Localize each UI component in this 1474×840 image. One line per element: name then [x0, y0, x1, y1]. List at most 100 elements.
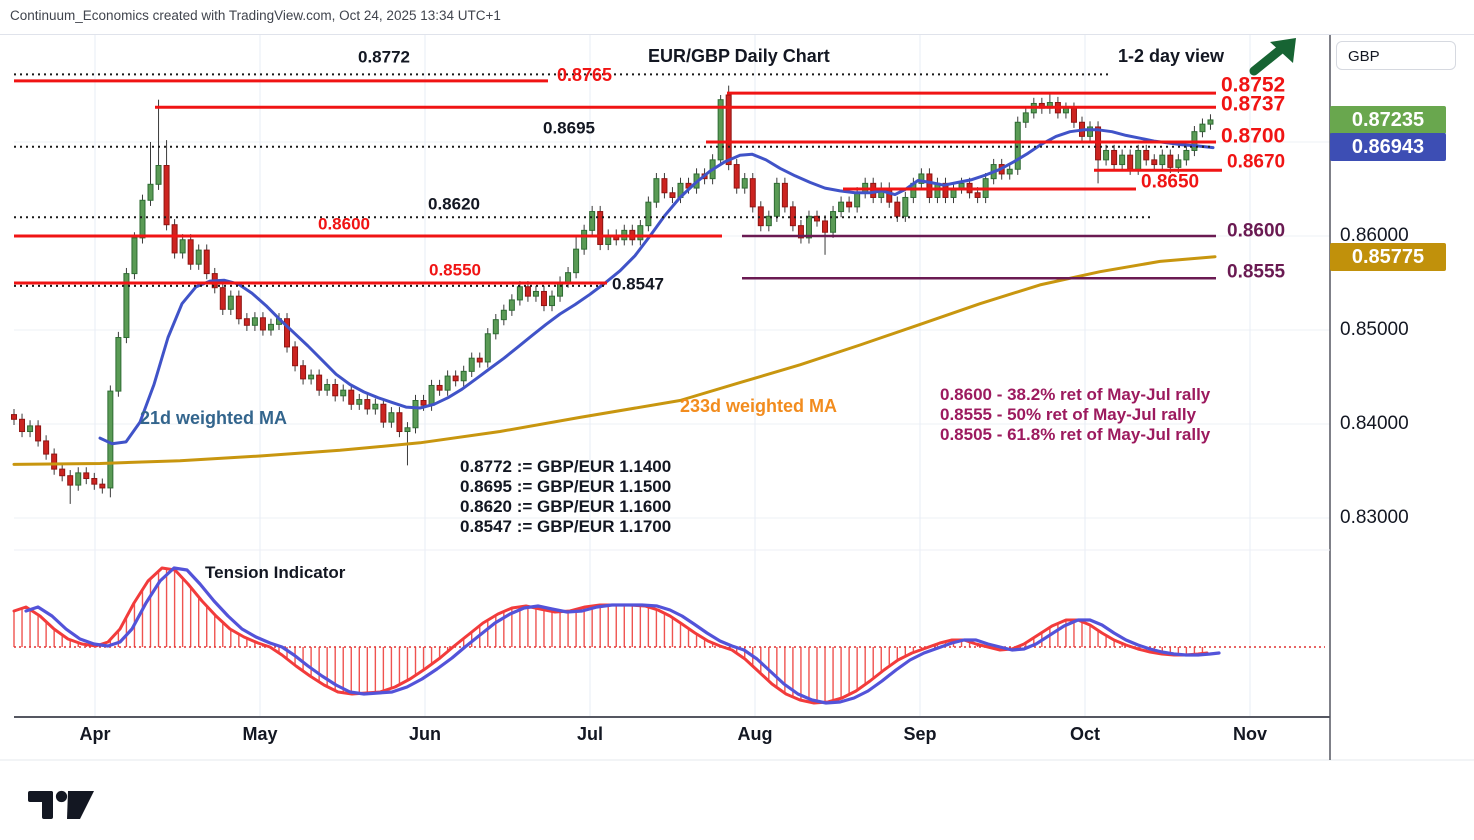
price-tick: 0.85000 — [1340, 319, 1409, 340]
candle-body — [372, 403, 379, 410]
candle-body — [51, 453, 58, 470]
candle-body — [669, 192, 676, 198]
level-label-0.8765: 0.8765 — [557, 65, 613, 85]
level-label-0.8650: 0.8650 — [1141, 171, 1200, 193]
level-label-0.8752: 0.8752 — [1221, 73, 1286, 97]
retracement-notes: 0.8600 - 38.2% ret of May-Jul rally 0.85… — [940, 385, 1210, 445]
candle-body — [147, 183, 154, 201]
candle-body — [773, 182, 780, 217]
candle-body — [380, 403, 387, 423]
candle-body — [364, 399, 371, 410]
candle-body — [1199, 123, 1206, 133]
month-label-Nov: Nov — [1232, 724, 1268, 744]
price-tick: 0.84000 — [1340, 413, 1409, 434]
candle-body — [918, 173, 925, 184]
candle-body — [19, 418, 26, 433]
level-label-0.8670: 0.8670 — [1227, 151, 1286, 173]
candle-body — [725, 94, 732, 166]
level-label-0.8700: 0.8700 — [1221, 124, 1286, 148]
candle-body — [1127, 154, 1134, 170]
tension-indicator-title: Tension Indicator — [205, 563, 346, 582]
month-label-Jul: Jul — [576, 724, 604, 744]
candle-body — [452, 375, 459, 382]
candle-body — [155, 165, 162, 185]
candle-body — [1103, 149, 1110, 161]
candle-body — [814, 215, 820, 222]
candle-body — [830, 211, 837, 233]
candle-body — [637, 225, 644, 241]
candle-body — [203, 249, 210, 275]
candle-body — [1022, 112, 1029, 123]
candle-body — [749, 178, 756, 208]
candle-body — [484, 333, 491, 363]
candle-body — [139, 199, 146, 239]
candle-body — [27, 425, 34, 433]
candle-body — [797, 225, 804, 239]
ma233-price-badge: 0.85775 — [1330, 243, 1446, 272]
candle-body — [324, 384, 331, 391]
level-label-0.8620: 0.8620 — [428, 194, 480, 214]
candle-body — [35, 425, 42, 442]
month-label-Jun: Jun — [408, 724, 442, 744]
conversion-note: 0.8620 := GBP/EUR 1.1600 — [460, 497, 672, 516]
candle-body — [99, 483, 106, 489]
candle-body — [75, 472, 82, 486]
candle-body — [356, 399, 363, 405]
month-label-Aug: Aug — [737, 724, 773, 744]
candle-body — [163, 165, 170, 226]
candle-body — [11, 414, 17, 420]
candle-body — [565, 272, 572, 283]
candle-body — [1119, 154, 1126, 166]
candle-body — [300, 365, 307, 380]
candle-body — [717, 99, 724, 161]
candle-body — [661, 178, 668, 194]
candle-body — [805, 215, 812, 239]
month-label-Apr: Apr — [79, 724, 111, 744]
currency-unit-button[interactable]: GBP — [1336, 41, 1456, 70]
candle-body — [1135, 149, 1142, 170]
ma233-line — [12, 255, 1217, 466]
candle-body — [1151, 159, 1158, 166]
candle-body — [267, 323, 274, 331]
level-label-0.8550: 0.8550 — [429, 260, 481, 280]
ma21-price-badge: 0.86943 — [1330, 133, 1446, 162]
candle-body — [131, 237, 138, 275]
candle-body — [1167, 154, 1174, 168]
candle-body — [292, 346, 299, 367]
candle-body — [926, 173, 933, 198]
candle-body — [219, 287, 226, 310]
candle-body — [765, 215, 772, 227]
candle-body — [179, 239, 186, 254]
candle-body — [1143, 149, 1150, 161]
candle-body — [589, 211, 596, 231]
candle-body — [516, 286, 523, 301]
candle-body — [822, 220, 829, 233]
month-label-May: May — [242, 724, 278, 744]
candle-body — [388, 412, 395, 423]
candle-body — [846, 201, 853, 208]
retracement-note: 0.8555 - 50% ret of May-Jul rally — [940, 405, 1197, 424]
candle-body — [284, 318, 291, 348]
chart-title: EUR/GBP Daily Chart — [648, 46, 830, 66]
candle-body — [573, 248, 580, 274]
candle-body — [91, 478, 98, 485]
up-right-arrow-icon — [1249, 38, 1296, 76]
candle-body — [1207, 119, 1214, 125]
tradingview-logo[interactable]: TradingView — [26, 786, 346, 826]
candle-body — [420, 400, 427, 406]
candle-body — [1087, 126, 1094, 137]
candle-body — [540, 290, 547, 307]
candle-body — [524, 286, 531, 297]
candle-body — [492, 319, 499, 335]
candle-body — [581, 229, 588, 250]
candle-body — [500, 309, 507, 321]
candle-body — [251, 317, 258, 326]
conversion-notes: 0.8772 := GBP/EUR 1.1400 0.8695 := GBP/E… — [460, 457, 671, 537]
candle-body — [1183, 149, 1190, 161]
candle-body — [187, 239, 194, 265]
candle-body — [404, 427, 411, 433]
candle-body — [1111, 149, 1118, 166]
ma21-label: 21d weighted MA — [140, 408, 288, 428]
